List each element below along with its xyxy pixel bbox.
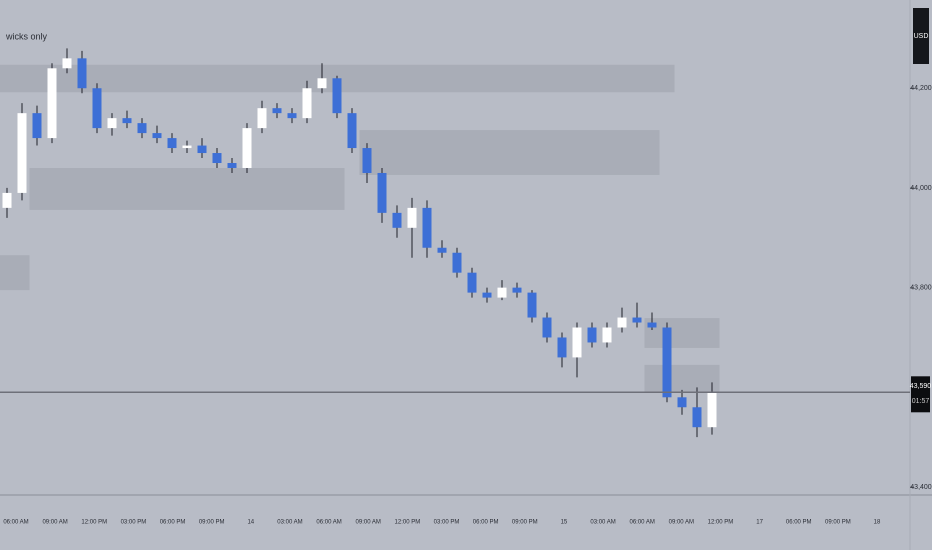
candle-body: [662, 327, 672, 398]
candle-body: [182, 145, 192, 149]
candle-body: [512, 287, 522, 293]
candle-body: [332, 78, 342, 114]
candle-body: [317, 78, 327, 89]
x-tick-label: 06:00 PM: [160, 520, 186, 526]
y-tick-label: 43,400: [910, 484, 932, 491]
x-tick-label: 09:00 AM: [42, 520, 67, 526]
candle-body: [647, 322, 657, 328]
candle-body: [77, 58, 87, 89]
candle-body: [452, 252, 462, 273]
zone: [644, 318, 720, 348]
candle-body: [17, 113, 27, 193]
candle-body: [692, 407, 702, 428]
candle-body: [632, 317, 642, 323]
x-tick-label: 12:00 PM: [81, 520, 107, 526]
x-tick-label: 18: [874, 520, 881, 526]
x-tick-label: 14: [247, 520, 254, 526]
candle-body: [242, 128, 252, 168]
last-price-label: 43,590: [910, 383, 932, 390]
zone: [359, 130, 660, 175]
candle-body: [287, 113, 297, 119]
zone: [0, 255, 30, 291]
candle-body: [92, 88, 102, 129]
candle-body: [527, 292, 537, 318]
candle-body: [437, 247, 447, 253]
candle-body: [422, 207, 432, 248]
x-tick-label: 09:00 PM: [825, 520, 851, 526]
candle-body: [47, 68, 57, 139]
candle-body: [677, 397, 687, 408]
candle-body: [137, 123, 147, 134]
last-price-box: [911, 376, 930, 413]
candle-body: [227, 163, 237, 168]
candle-body: [32, 113, 42, 139]
indicator-label: wicks only: [5, 31, 48, 41]
candle-body: [122, 118, 132, 124]
candle-body: [197, 145, 207, 154]
x-tick-label: 06:00 PM: [786, 520, 812, 526]
currency-label[interactable]: USD: [914, 33, 929, 40]
x-tick-label: 09:00 PM: [512, 520, 538, 526]
x-tick-label: 06:00 PM: [473, 520, 499, 526]
x-tick-label: 09:00 AM: [669, 520, 694, 526]
x-tick-label: 03:00 AM: [277, 520, 302, 526]
y-tick-label: 44,000: [910, 185, 932, 192]
candle-body: [362, 148, 372, 173]
x-tick-label: 15: [561, 520, 568, 526]
candle-body: [2, 192, 12, 208]
candle-body: [257, 108, 267, 129]
x-tick-label: 17: [756, 520, 763, 526]
x-tick-label: 03:00 AM: [590, 520, 615, 526]
countdown-label: 01:57: [912, 398, 930, 405]
x-tick-label: 09:00 PM: [199, 520, 225, 526]
candle-body: [152, 133, 162, 139]
x-tick-label: 06:00 AM: [630, 520, 655, 526]
candle-body: [497, 287, 507, 298]
candle-body: [617, 317, 627, 328]
candle-body: [62, 58, 72, 69]
candle-body: [542, 317, 552, 338]
x-tick-label: 12:00 PM: [708, 520, 734, 526]
zone: [29, 167, 345, 210]
candle-body: [557, 337, 567, 358]
x-tick-label: 06:00 AM: [316, 520, 341, 526]
y-tick-label: 44,200: [910, 85, 932, 92]
candle-body: [602, 327, 612, 343]
candle-body: [107, 118, 117, 129]
candle-body: [347, 113, 357, 149]
currency-box[interactable]: [913, 8, 929, 64]
candle-body: [167, 138, 177, 149]
x-tick-label: 03:00 PM: [121, 520, 147, 526]
candle-body: [392, 212, 402, 228]
x-tick-label: 03:00 PM: [434, 520, 460, 526]
candle-body: [407, 207, 417, 228]
candle-body: [467, 272, 477, 293]
candle-body: [572, 327, 582, 358]
candle-body: [302, 88, 312, 119]
x-tick-label: 12:00 PM: [395, 520, 421, 526]
zone: [644, 364, 720, 392]
x-tick-label: 06:00 AM: [3, 520, 28, 526]
candle-body: [707, 392, 717, 428]
candle-body: [377, 172, 387, 213]
candle-body: [272, 108, 282, 114]
y-tick-label: 43,800: [910, 284, 932, 291]
candle-body: [482, 292, 492, 298]
candle-body: [212, 153, 222, 164]
candle-body: [587, 327, 597, 343]
x-tick-label: 09:00 AM: [356, 520, 381, 526]
